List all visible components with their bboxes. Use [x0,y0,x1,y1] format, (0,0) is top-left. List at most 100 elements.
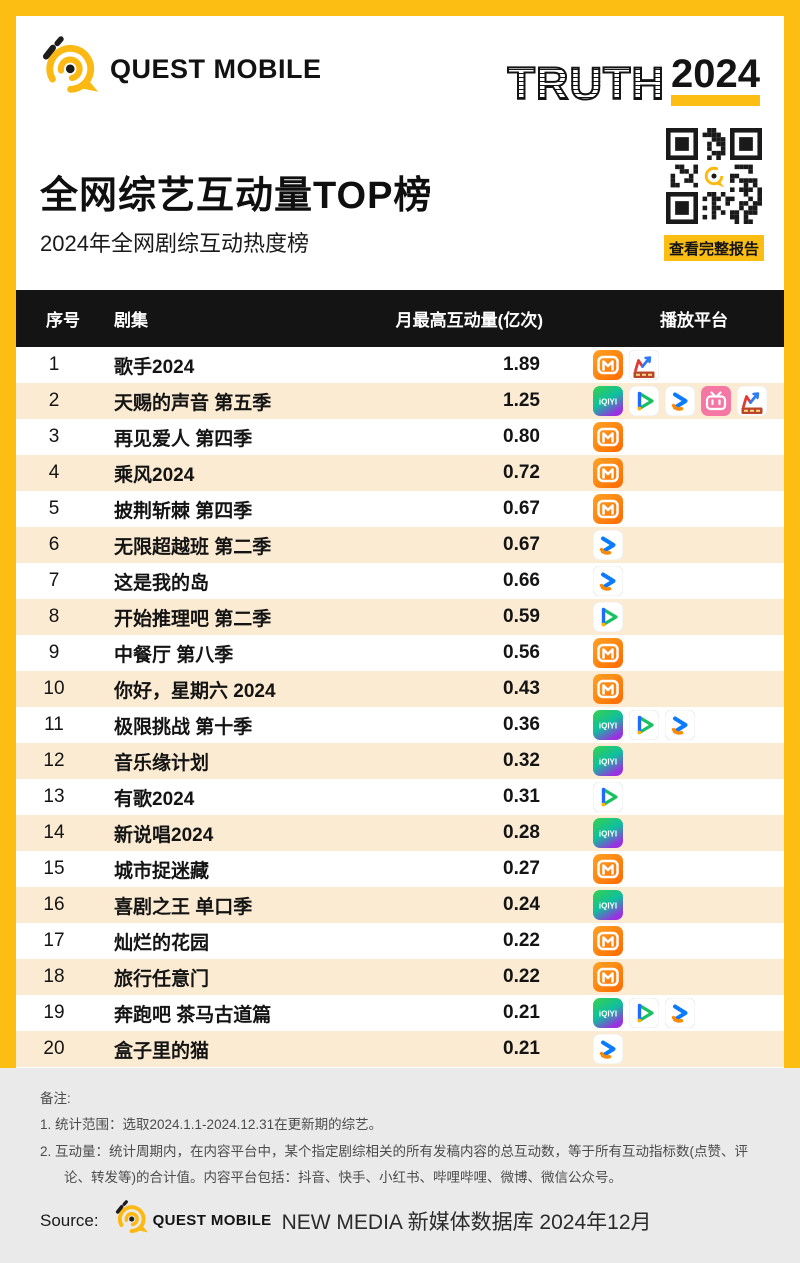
show-title: 奔跑吧 茶马古道篇 [114,1004,272,1026]
questmobile-logo-icon [38,36,100,103]
footer: 备注: 1. 统计范围：选取2024.1.1-2024.12.31在更新期的综艺… [0,1068,800,1263]
mgtv-icon [593,638,623,668]
rank-cell: 17 [43,930,65,951]
value-cell: 0.67 [503,534,540,555]
notes-block: 备注: 1. 统计范围：选取2024.1.1-2024.12.31在更新期的综艺… [40,1086,756,1191]
tencent-icon [593,782,623,812]
mgtv-icon [593,422,623,452]
page-title: 全网综艺互动量TOP榜 [40,175,433,217]
table-row: 7 这是我的岛 0.66 [16,563,784,599]
show-title: 开始推理吧 第二季 [114,608,272,630]
platforms-cell: iQIYI [540,746,784,776]
platforms-cell [540,566,784,596]
table-rows: 1 歌手2024 1.89 2 天赐的声音 第五季 1.25 iQIYI 3 再见爱人 第四季 0… [16,347,784,1067]
platforms-cell [540,458,784,488]
truth-word: TRUTH [507,58,666,109]
table-row: 9 中餐厅 第八季 0.56 [16,635,784,671]
table-row: 5 披荆斩棘 第四季 0.67 [16,491,784,527]
show-title: 灿烂的花园 [114,932,210,954]
show-title: 新说唱2024 [114,824,214,846]
iqiyi-icon: iQIYI [593,890,623,920]
rank-cell: 10 [43,678,65,699]
show-title: 喜剧之王 单口季 [114,896,253,918]
mtrend-icon [629,350,659,380]
table-row: 13 有歌2024 0.31 [16,779,784,815]
rank-cell: 3 [48,426,60,447]
rank-cell: 16 [43,894,65,915]
mgtv-icon [593,926,623,956]
value-cell: 0.21 [503,1002,540,1023]
youku-icon [665,710,695,740]
mgtv-icon [593,674,623,704]
youku-icon [593,566,623,596]
youku-icon [593,1034,623,1064]
rank-cell: 13 [43,786,65,807]
table-row: 18 旅行任意门 0.22 [16,959,784,995]
show-title: 旅行任意门 [114,968,210,990]
rank-cell: 8 [48,606,60,627]
show-title: 天赐的声音 第五季 [114,392,272,414]
platforms-cell [540,638,784,668]
table-header: 序号 剧集 月最高互动量(亿次) 播放平台 [16,290,784,347]
value-cell: 0.24 [503,894,540,915]
content-card: QUEST MOBILE TRUTH 2024 全网综艺互动量TOP榜 20 2 4… [16,16,784,1068]
value-cell: 0.36 [503,714,540,735]
tencent-icon [629,386,659,416]
rank-cell: 5 [48,498,60,519]
svg-text:iQIYI: iQIYI [599,758,617,767]
table-row: 14 新说唱2024 0.28 iQIYI [16,815,784,851]
table-row: 4 乘风2024 0.72 [16,455,784,491]
show-title: 这是我的岛 [114,572,210,594]
tencent-icon [629,710,659,740]
rank-cell: 19 [43,1002,65,1023]
mgtv-icon [593,962,623,992]
source-brand: QUEST MOBILE [152,1212,272,1229]
iqiyi-icon: iQIYI [593,818,623,848]
rank-cell: 1 [48,354,60,375]
tencent-icon [629,998,659,1028]
show-title: 披荆斩棘 第四季 [114,500,253,522]
iqiyi-icon: iQIYI [593,710,623,740]
table-row: 6 无限超越班 第二季 0.67 [16,527,784,563]
questmobile-logo-text: QUEST MOBILE [110,54,322,84]
notes-label: 备注: [40,1091,71,1106]
platforms-cell: iQIYI [540,818,784,848]
svg-text:iQIYI: iQIYI [599,830,617,839]
show-title: 盒子里的猫 [114,1040,210,1062]
column-header-rank: 序号 [46,311,80,330]
questmobile-logo-icon-small [99,1200,149,1241]
truth-2024-logo: TRUTH 2024 [507,54,760,109]
table-row: 19 奔跑吧 茶马古道篇 0.21 iQIYI [16,995,784,1031]
platforms-cell [540,674,784,704]
platforms-cell [540,602,784,632]
platforms-cell: iQIYI [540,386,784,416]
platforms-cell [540,1034,784,1064]
platforms-cell [540,422,784,452]
table-row: 12 音乐缘计划 0.32 iQIYI [16,743,784,779]
platforms-cell [540,962,784,992]
view-full-report-button[interactable]: 查看完整报告 [664,235,764,261]
rank-cell: 2 [48,390,60,411]
platforms-cell: iQIYI [540,998,784,1028]
svg-text:iQIYI: iQIYI [599,722,617,731]
column-header-platform: 播放平台 [660,311,728,330]
note-item-2: 2. 互动量：统计周期内，在内容平台中，某个指定剧综相关的所有发稿内容的总互动数… [40,1143,749,1185]
value-cell: 0.66 [503,570,540,591]
mgtv-icon [593,458,623,488]
qr-code [666,128,762,224]
platforms-cell [540,854,784,884]
table-row: 16 喜剧之王 单口季 0.24 iQIYI [16,887,784,923]
platforms-cell [540,782,784,812]
source-line: Source: QUEST MOBILE NEW MEDIA 新媒体数据库 20… [40,1200,652,1241]
show-title: 乘风2024 [114,464,195,486]
platforms-cell [540,530,784,560]
platforms-cell: iQIYI [540,890,784,920]
tencent-icon [593,602,623,632]
mgtv-icon [593,494,623,524]
rank-cell: 20 [43,1038,65,1059]
platforms-cell [540,494,784,524]
show-title: 极限挑战 第十季 [114,716,253,738]
value-cell: 0.67 [503,498,540,519]
value-cell: 0.43 [503,678,540,699]
note-item-1: 1. 统计范围：选取2024.1.1-2024.12.31在更新期的综艺。 [40,1117,383,1133]
